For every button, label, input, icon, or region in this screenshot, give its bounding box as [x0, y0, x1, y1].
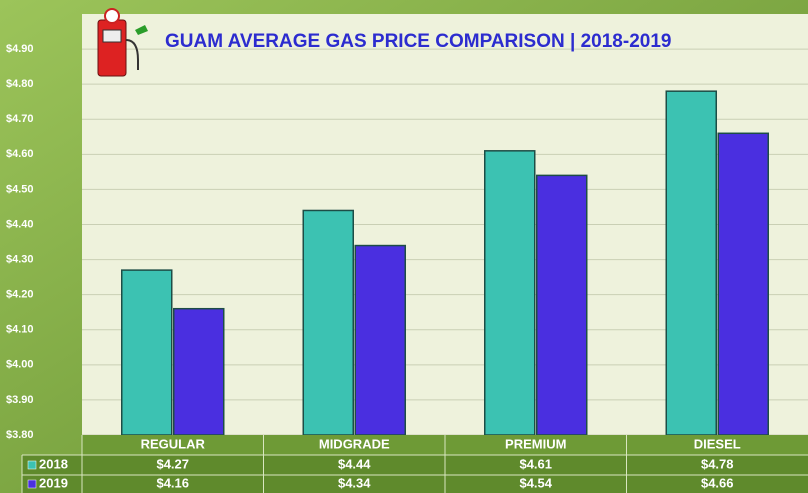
bar	[354, 244, 406, 436]
legend-swatch	[27, 460, 37, 470]
pump-hose	[125, 39, 139, 70]
y-tick-label: $4.20	[6, 289, 34, 301]
value-label: $4.66	[701, 475, 734, 490]
pump-nozzle	[135, 25, 148, 35]
legend-label: 2019	[39, 475, 68, 490]
value-label: $4.78	[701, 456, 734, 471]
pump-body	[97, 19, 127, 77]
y-tick-label: $4.90	[6, 43, 34, 55]
category-label: DIESEL	[694, 436, 741, 451]
pump-screen	[102, 29, 122, 43]
value-label: $4.34	[338, 475, 371, 490]
gas-pump-icon	[97, 8, 148, 77]
bar	[173, 307, 225, 436]
value-label: $4.44	[338, 456, 371, 471]
category-label: REGULAR	[141, 436, 206, 451]
bar	[302, 209, 354, 436]
y-tick-label: $4.70	[6, 113, 34, 125]
value-label: $4.27	[156, 456, 189, 471]
bar	[717, 132, 769, 436]
bar	[536, 174, 588, 436]
value-label: $4.54	[519, 475, 552, 490]
value-label: $4.61	[519, 456, 552, 471]
bars	[121, 90, 769, 436]
pump-sign	[104, 8, 120, 24]
legend-swatch	[27, 479, 37, 489]
y-tick-label: $4.80	[6, 78, 34, 90]
y-tick-label: $4.50	[6, 183, 34, 195]
chart-title: GUAM AVERAGE GAS PRICE COMPARISON | 2018…	[165, 31, 671, 52]
bar	[665, 90, 717, 436]
y-tick-label: $4.10	[6, 324, 34, 336]
bar	[121, 269, 173, 436]
y-tick-label: $3.90	[6, 394, 34, 406]
bar	[484, 150, 536, 436]
y-tick-label: $4.00	[6, 359, 34, 371]
category-label: PREMIUM	[505, 436, 566, 451]
table-body-bg	[22, 455, 808, 493]
y-tick-label: $3.80	[6, 429, 34, 441]
category-label: MIDGRADE	[319, 436, 390, 451]
value-label: $4.16	[156, 475, 189, 490]
legend-label: 2018	[39, 456, 68, 471]
y-tick-label: $4.30	[6, 253, 34, 265]
y-tick-label: $4.60	[6, 148, 34, 160]
data-table: REGULAR MIDGRADE PREMIUM DIESEL 2018 $4.27 $4.…	[21, 435, 808, 493]
y-tick-label: $4.40	[6, 218, 34, 230]
